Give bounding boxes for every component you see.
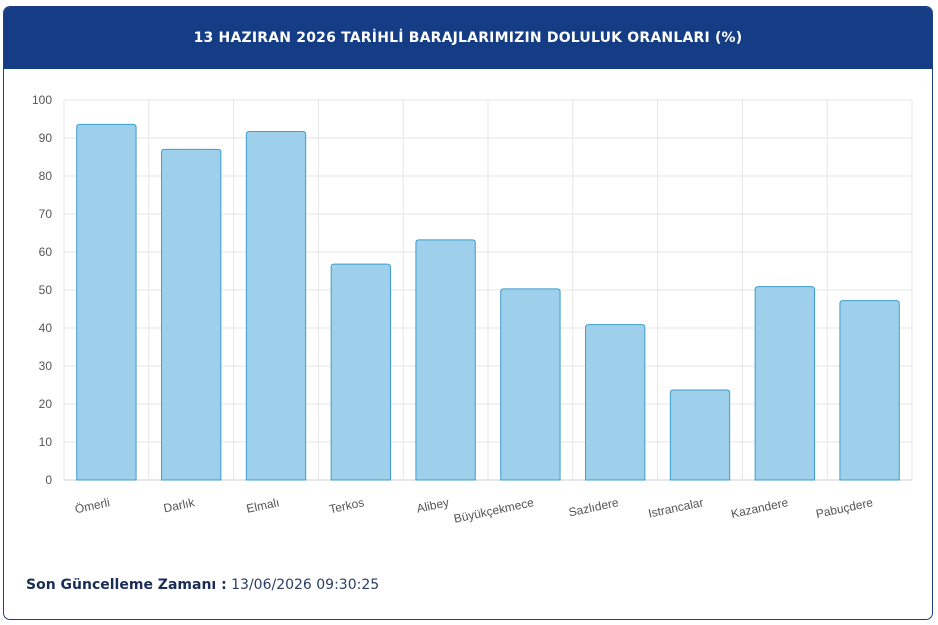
y-tick-label: 70	[39, 207, 53, 221]
bars	[76, 123, 900, 481]
bar[interactable]	[585, 324, 646, 481]
y-tick-label: 80	[39, 169, 53, 183]
bar[interactable]	[415, 239, 476, 481]
x-tick-label: Terkos	[328, 495, 365, 516]
y-tick-label: 50	[39, 283, 53, 297]
y-tick-label: 60	[39, 245, 53, 259]
bar[interactable]	[500, 288, 561, 481]
bar[interactable]	[330, 263, 391, 481]
x-tick-label: Istrancalar	[647, 495, 705, 520]
y-tick-label: 40	[39, 321, 53, 335]
y-tick-label: 10	[39, 435, 53, 449]
bar[interactable]	[754, 286, 815, 481]
y-tick-label: 0	[45, 473, 52, 487]
last-updated-value: 13/06/2026 09:30:25	[226, 577, 380, 593]
x-tick-label: Büyükçekmece	[453, 495, 536, 526]
x-tick-label: Alibey	[415, 495, 450, 515]
bar[interactable]	[245, 131, 307, 481]
x-axis-ticks: Ömerli Darlık Elmalı Terkos Alibey Büyükçekme…	[74, 495, 875, 526]
y-tick-label: 30	[39, 359, 53, 373]
x-tick-label: Ömerli	[74, 495, 111, 516]
x-tick-label: Pabuçdere	[815, 495, 875, 521]
bar[interactable]	[839, 300, 900, 481]
y-axis-ticks: 0 10 20 30 40 50 60 70 80 90 100	[32, 93, 52, 487]
bar-chart: 0 10 20 30 40 50 60 70 80 90 100 Ömerli Darlık Elmal…	[32, 93, 913, 526]
x-tick-label: Darlık	[162, 495, 197, 515]
chart-area: 0 10 20 30 40 50 60 70 80 90 100 Ömerli Darlık Elmal…	[4, 69, 932, 539]
last-updated: Son Güncelleme Zamanı : 13/06/2026 09:30…	[26, 577, 379, 593]
bar[interactable]	[76, 123, 137, 481]
y-tick-label: 100	[32, 93, 52, 107]
y-tick-label: 20	[39, 397, 53, 411]
chart-title: 13 HAZIRAN 2026 TARİHLİ BARAJLARIMIZIN D…	[4, 7, 932, 69]
last-updated-label: Son Güncelleme Zamanı :	[26, 577, 227, 593]
dam-levels-card: 13 HAZIRAN 2026 TARİHLİ BARAJLARIMIZIN D…	[3, 6, 933, 620]
x-tick-label: Kazandere	[730, 495, 790, 521]
y-tick-label: 90	[39, 131, 53, 145]
x-tick-label: Elmalı	[245, 495, 281, 516]
x-tick-label: Sazlıdere	[567, 495, 620, 519]
bar[interactable]	[161, 148, 222, 481]
bar[interactable]	[669, 389, 731, 481]
